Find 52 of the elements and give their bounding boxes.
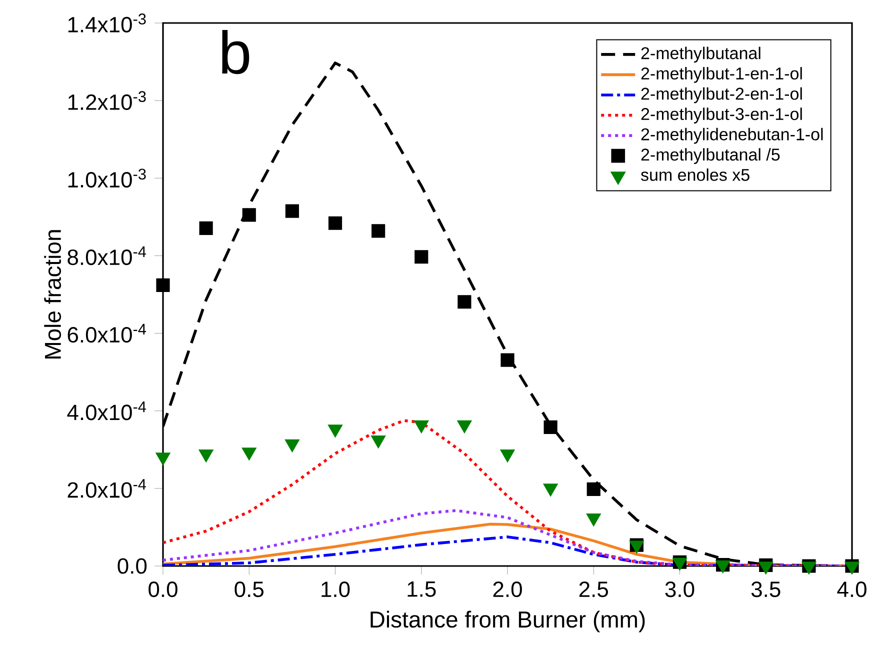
legend-label: 2-methylbut-3-en-1-ol (641, 108, 802, 124)
point (284, 439, 300, 452)
point (500, 450, 515, 462)
point (242, 208, 256, 222)
point (372, 224, 386, 238)
annotation: b (222, 30, 250, 74)
x-tick-label: 0.0 (148, 582, 178, 598)
x-tick-label: 1.5 (408, 582, 436, 597)
legend-label: 2-methylbut-2-en-1-ol (641, 87, 802, 104)
y-axis-title: Mole fraction (44, 230, 62, 358)
x-tick-label: 1.0 (322, 582, 350, 598)
point (758, 562, 774, 574)
point (156, 452, 170, 466)
x-tick-label: 3.5 (751, 582, 780, 598)
x-tick-label: 2.0 (493, 582, 522, 598)
point (629, 540, 644, 554)
y-tick-label: 2.0x10$^{-4}$ (68, 479, 146, 498)
x-tick-label: 3.0 (665, 582, 694, 598)
legend-label: sum enoles x5 (640, 168, 750, 181)
point (543, 484, 558, 496)
point (844, 562, 860, 574)
point (802, 562, 816, 574)
point (156, 278, 170, 292)
point (285, 204, 299, 218)
point (370, 436, 386, 448)
y-tick-label: 0.0 (118, 558, 147, 574)
point (199, 221, 213, 235)
y-tick-label: 6.0x10$^{-4}$ (68, 324, 146, 343)
x-tick-label: 2.5 (579, 582, 608, 598)
x-tick-label: 0.5 (234, 582, 264, 598)
point (328, 216, 342, 230)
x-tick-label: 4.0 (837, 582, 866, 598)
point (458, 295, 472, 309)
point (586, 514, 601, 526)
y-tick-label: 1.0x10$^{-3}$ (68, 168, 146, 188)
y-tick-label: 1.4x10$^{-3}$ (68, 14, 146, 32)
x-axis-title: Distance from Burner (mm) (370, 610, 645, 632)
point (672, 558, 688, 571)
point (414, 250, 428, 264)
y-tick-label: 1.2x10$^{-3}$ (68, 91, 146, 110)
legend-label: 2-methylbut-1-en-1-ol (641, 67, 802, 83)
point (198, 450, 214, 462)
point (414, 420, 429, 434)
point (242, 448, 256, 460)
legend-label: 2-methylbutanal (641, 46, 760, 63)
y-tick-label: 4.0x10$^{-4}$ (67, 401, 146, 420)
point (457, 420, 472, 434)
legend-label: 2-methylidenebutan-1-ol (641, 128, 823, 144)
y-tick-label: 8.0x10$^{-4}$ (68, 246, 146, 266)
legend-label: 2-methylbutanal /5 (641, 148, 780, 164)
point (500, 353, 514, 367)
point (328, 424, 343, 438)
